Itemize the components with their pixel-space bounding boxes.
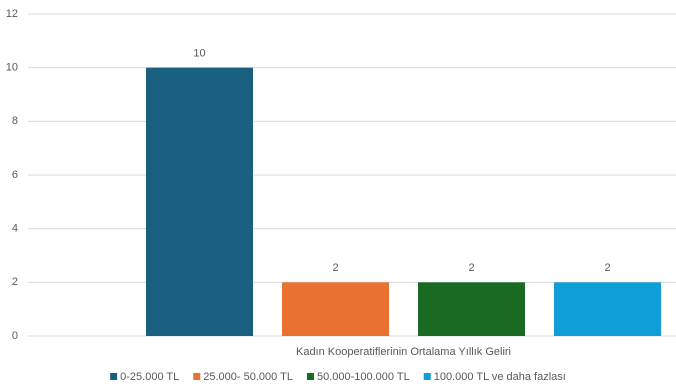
data-label: 2 [604, 262, 610, 274]
legend-label: 25.000- 50.000 TL [203, 371, 293, 383]
legend-swatch [306, 373, 314, 380]
bar [418, 282, 525, 336]
legend-label: 0-25.000 TL [120, 371, 179, 383]
y-tick-label: 6 [12, 169, 18, 181]
legend-swatch [423, 373, 431, 380]
y-tick-label: 8 [12, 115, 18, 127]
x-tick-label: Kadın Kooperatiflerinin Ortalama Yıllık … [296, 346, 511, 358]
bar [554, 282, 661, 336]
data-label: 10 [193, 48, 205, 60]
y-tick-label: 12 [6, 8, 18, 20]
bar [282, 282, 389, 336]
y-tick-label: 2 [12, 276, 18, 288]
legend-label: 50.000-100.000 TL [317, 371, 410, 383]
y-tick-label: 0 [12, 330, 18, 342]
y-tick-label: 10 [6, 62, 18, 74]
legend-swatch [193, 373, 201, 380]
data-label: 2 [332, 262, 338, 274]
y-tick-label: 4 [12, 223, 18, 235]
data-label: 2 [468, 262, 474, 274]
legend-label: 100.000 TL ve daha fazlası [434, 371, 566, 383]
bar [146, 67, 253, 337]
legend-swatch [110, 373, 118, 380]
